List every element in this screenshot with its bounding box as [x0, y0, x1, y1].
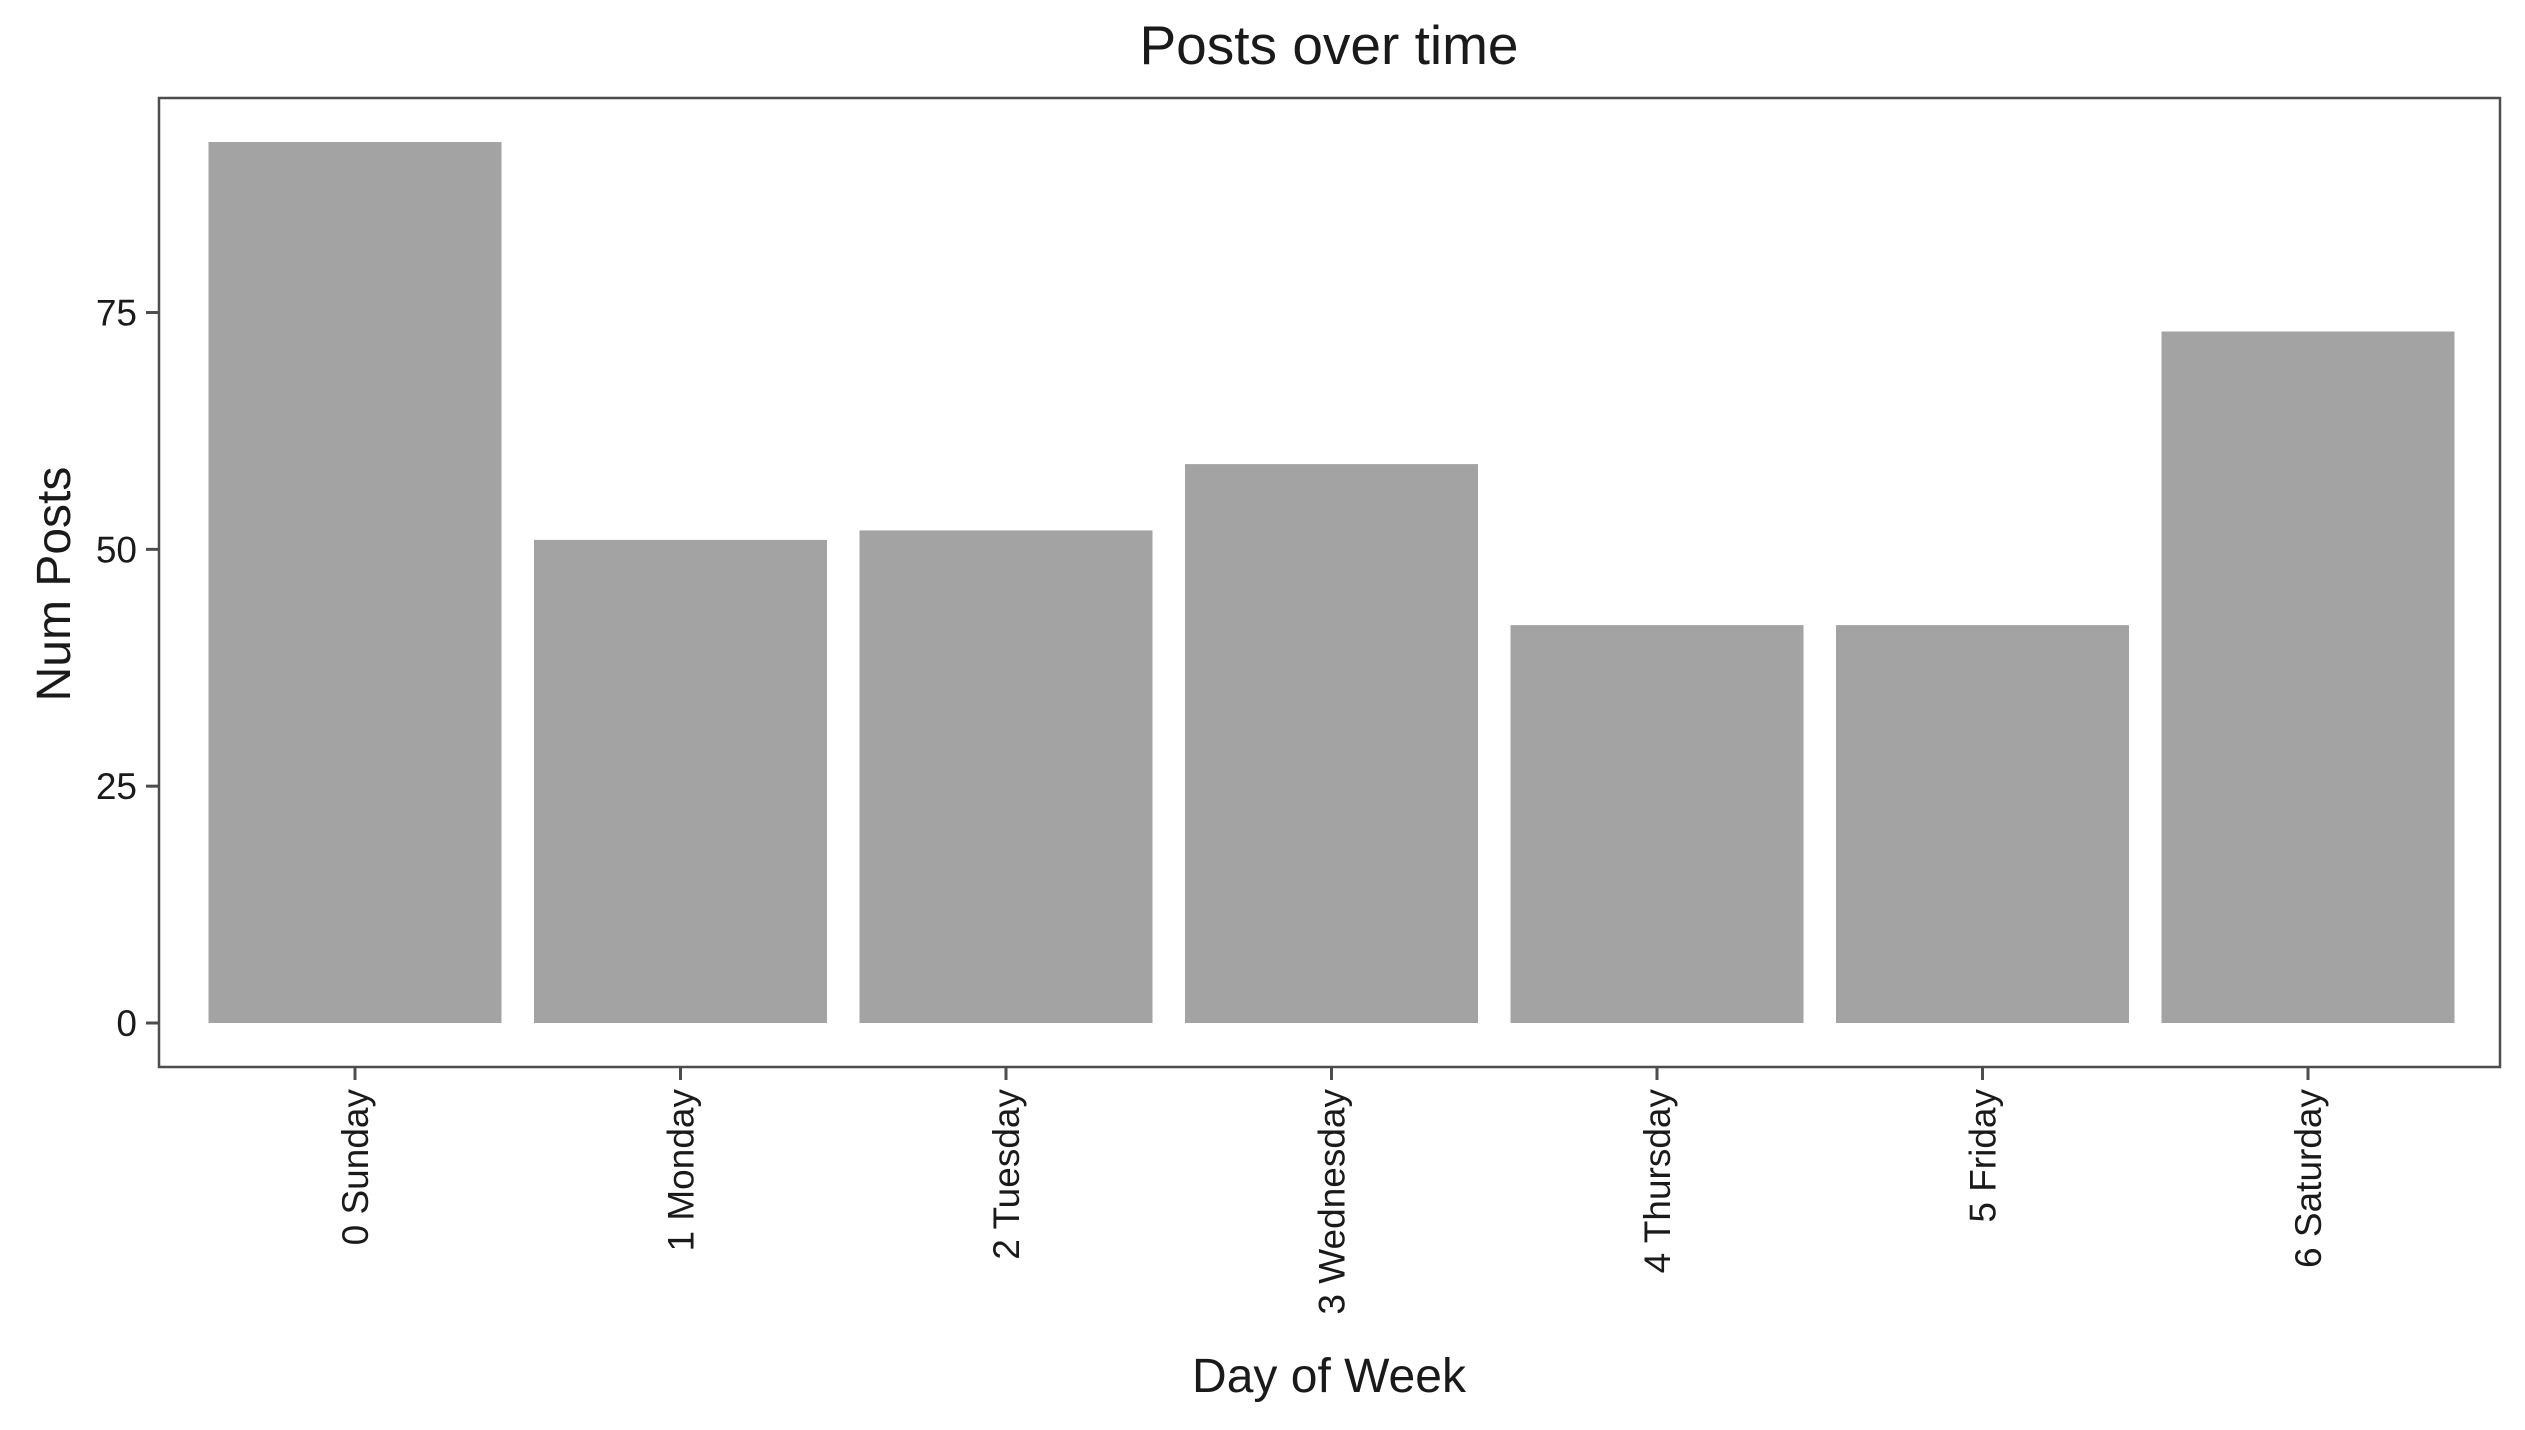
bar-3-wednesday	[1185, 464, 1478, 1024]
y-axis: 0 25 50 75	[96, 293, 159, 1044]
bar-2-tuesday	[859, 530, 1153, 1023]
y-tick-label: 50	[96, 529, 137, 570]
x-tick-label: 6 Saturday	[2288, 1089, 2329, 1268]
x-tick-label: 3 Wednesday	[1312, 1089, 1353, 1315]
x-tick-label: 0 Sunday	[335, 1089, 376, 1246]
x-axis: 0 Sunday 1 Monday 2 Tuesday 3 Wednesday 4 Th…	[335, 1067, 2329, 1315]
plot-panel-border	[157, 96, 2502, 1069]
bars-layer	[208, 142, 2455, 1024]
bar-6-saturday	[2161, 331, 2455, 1023]
bar-1-monday	[534, 539, 827, 1023]
bar-0-sunday	[208, 142, 502, 1023]
y-tick-label: 0	[116, 1003, 137, 1044]
y-tick-label: 75	[96, 293, 137, 334]
bar-5-friday	[1836, 625, 2129, 1023]
y-tick-label: 25	[96, 766, 137, 807]
chart-title: Posts over time	[1139, 14, 1518, 76]
x-tick-label: 4 Thursday	[1637, 1089, 1678, 1274]
bar-4-thursday	[1510, 625, 1804, 1023]
x-tick-label: 2 Tuesday	[986, 1089, 1027, 1260]
x-axis-title: Day of Week	[1192, 1350, 1467, 1403]
x-tick-label: 5 Friday	[1963, 1089, 2004, 1223]
y-axis-title: Num Posts	[28, 467, 81, 702]
x-tick-label: 1 Monday	[661, 1089, 702, 1252]
